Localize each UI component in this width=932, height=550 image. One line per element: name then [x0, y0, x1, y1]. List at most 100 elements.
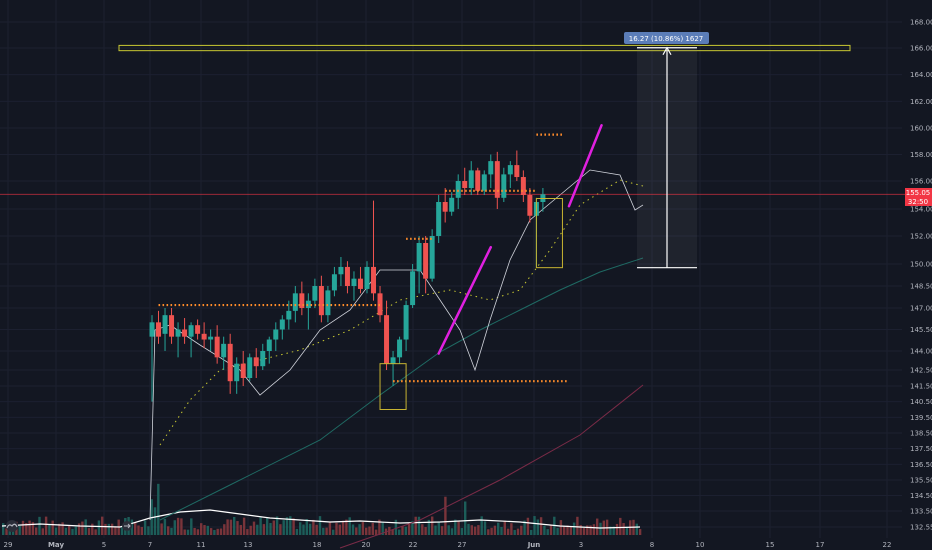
candle-body-34	[371, 266, 377, 294]
volume-bar	[114, 526, 117, 535]
candle-body-2	[162, 315, 168, 334]
time-tick-7: 20	[362, 541, 371, 549]
tradingview-logo[interactable]	[6, 520, 18, 532]
time-tick-3: 7	[148, 541, 152, 549]
volume-bar	[404, 526, 407, 535]
price-tick-2: 134.50	[910, 492, 932, 500]
candle-body-48	[462, 181, 468, 188]
volume-bar	[447, 525, 450, 535]
volume-bar	[368, 526, 371, 535]
volume-bar	[54, 527, 58, 535]
countdown-tag: 32:50	[908, 198, 928, 206]
volume-bar	[497, 522, 500, 535]
scroll-to-realtime[interactable]	[122, 521, 132, 531]
ma-200	[339, 384, 644, 549]
volume-bar	[365, 527, 368, 535]
price-tick-11: 144.00	[910, 348, 932, 356]
time-tick-6: 18	[313, 541, 322, 549]
volume-bar	[216, 528, 219, 535]
volume-bar	[61, 522, 64, 535]
price-tick-23: 166.00	[910, 45, 932, 53]
volume-bar	[619, 517, 622, 535]
volume-bar	[526, 517, 530, 535]
volume-bar	[262, 524, 266, 535]
volume-bar	[539, 517, 543, 535]
measure-label: 16.27 (10.86%) 1627	[629, 35, 703, 43]
price-tick-19: 158.00	[910, 151, 932, 159]
volume-bar	[18, 526, 21, 535]
price-tick-14: 148.50	[910, 283, 932, 291]
price-tick-5: 137.50	[910, 445, 932, 453]
price-tick-7: 139.50	[910, 414, 932, 422]
volume-bar	[506, 528, 510, 535]
volume-bar	[325, 527, 328, 535]
candle-body-33	[364, 266, 370, 289]
volume-bar	[638, 529, 642, 535]
volume-bar	[530, 529, 533, 535]
volume-bar	[97, 520, 101, 535]
trend-line-0	[437, 245, 493, 355]
volume-bar	[411, 521, 414, 535]
countdown-tag-bg	[905, 197, 932, 206]
volume-bar	[457, 521, 460, 535]
candle-body-37	[390, 357, 396, 364]
candle-body-14	[240, 363, 246, 378]
volume-bar	[130, 519, 134, 535]
volume-bar	[190, 518, 193, 535]
time-axis[interactable]: 29 May 5 7 11 13 18 20 22 27 Jun 3 8 10 15 17 22	[4, 541, 892, 549]
volume-bar	[612, 526, 615, 535]
volume-bar	[223, 524, 226, 535]
volume-bar	[444, 496, 447, 535]
candle-body-58	[527, 195, 533, 216]
volume-bar	[91, 523, 94, 535]
volume-bar	[609, 526, 612, 535]
volume-bar	[434, 525, 437, 535]
volume-bar	[153, 507, 157, 535]
volume-bar	[77, 523, 81, 535]
volume-bar	[338, 524, 341, 535]
volume-bar	[236, 521, 239, 535]
candle-body-4	[175, 329, 181, 337]
candle-body-25	[312, 286, 318, 301]
volume-bar	[104, 523, 107, 535]
candle-body-55	[507, 165, 513, 175]
price-tick-8: 140.50	[910, 398, 932, 406]
volume-bar	[249, 525, 252, 535]
last-price-tag: 155.05	[906, 189, 931, 197]
volume-bar	[193, 527, 196, 535]
candle-body-13	[234, 363, 240, 382]
ma-long	[159, 257, 644, 521]
candle-body-38	[397, 339, 403, 358]
time-tick-11: 3	[579, 541, 583, 549]
box-1	[535, 198, 563, 269]
drawings	[158, 46, 697, 410]
volume-bar	[559, 520, 563, 535]
volume-bar	[407, 523, 411, 535]
volume-bar	[556, 527, 559, 535]
volume-bar	[157, 483, 160, 535]
volume-bar	[2, 523, 5, 535]
candle-body-0	[149, 322, 155, 337]
candle-body-56	[514, 165, 520, 178]
price-tick-4: 136.50	[910, 461, 932, 469]
candle-body-47	[455, 181, 461, 198]
volume-bar	[180, 518, 183, 535]
candle-body-41	[416, 243, 422, 272]
volume-bar	[110, 523, 114, 535]
candle-body-42	[423, 243, 429, 279]
volume-bar	[625, 526, 629, 535]
candle-body-57	[520, 177, 526, 195]
volume-bar	[84, 519, 87, 535]
candle-body-21	[286, 310, 292, 320]
volume-bars	[1, 483, 642, 535]
volume-bar	[417, 516, 421, 535]
volume-bar	[101, 516, 104, 535]
price-tick-3: 135.50	[910, 477, 932, 485]
volume-bar	[170, 527, 173, 535]
volume-bar	[107, 523, 110, 535]
volume-bar	[586, 525, 589, 535]
price-axis[interactable]: 132.55 133.50 134.50 135.50 136.50 137.50 138.…	[910, 19, 932, 532]
volume-bar	[358, 524, 361, 535]
volume-bar	[579, 525, 582, 535]
